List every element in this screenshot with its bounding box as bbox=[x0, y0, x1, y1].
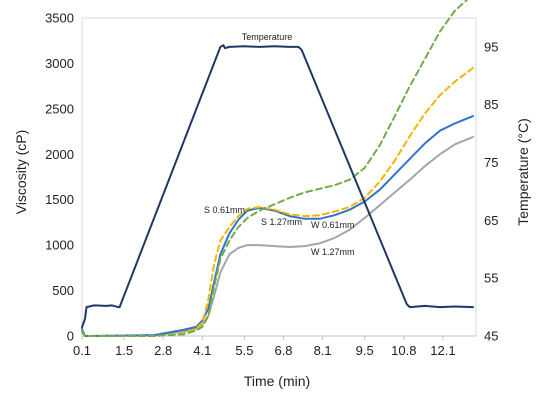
x-tick-label: 9.5 bbox=[356, 343, 374, 358]
series-label-s-1-27mm: S 1.27mm bbox=[261, 217, 302, 227]
x-axis-title: Time (min) bbox=[244, 373, 310, 389]
y-tick-label: 500 bbox=[52, 283, 74, 298]
y2-tick-label: 85 bbox=[484, 97, 498, 112]
y-tick-label: 3000 bbox=[45, 56, 74, 71]
y2-tick-label: 45 bbox=[484, 329, 498, 344]
y-tick-label: 1500 bbox=[45, 192, 74, 207]
x-tick-label: 10.8 bbox=[391, 343, 416, 358]
series-label-w-1-27mm: W 1.27mm bbox=[311, 247, 355, 257]
y-tick-label: 2500 bbox=[45, 101, 74, 116]
x-tick-label: 4.1 bbox=[193, 343, 211, 358]
series-line-temperature bbox=[81, 44, 474, 329]
y-tick-label: 2000 bbox=[45, 147, 74, 162]
y-tick-label: 1000 bbox=[45, 238, 74, 253]
series-label-w-0-61mm: W 0.61mm bbox=[311, 220, 355, 230]
y2-tick-label: 75 bbox=[484, 155, 498, 170]
series-label-s-0-61mm: S 0.61mm bbox=[204, 205, 245, 215]
x-tick-label: 0.1 bbox=[73, 343, 91, 358]
series-label-temperature: Temperature bbox=[242, 32, 293, 42]
y2-tick-label: 95 bbox=[484, 39, 498, 54]
y2-tick-label: 55 bbox=[484, 271, 498, 286]
y-axis-title: Viscosity (cP) bbox=[13, 130, 29, 215]
y-tick-label: 0 bbox=[67, 329, 74, 344]
x-tick-label: 1.5 bbox=[115, 343, 133, 358]
y2-tick-label: 65 bbox=[484, 213, 498, 228]
annotation-layer: Temperature S 0.61mm S 1.27mm W 0.61mm W 1.2… bbox=[204, 32, 355, 257]
x-tick-label: 2.8 bbox=[154, 343, 172, 358]
series-line-s-0-61mm bbox=[81, 67, 474, 337]
x-tick-label: 6.8 bbox=[274, 343, 292, 358]
x-tick-label: 5.5 bbox=[235, 343, 253, 358]
y-tick-label: 3500 bbox=[45, 11, 74, 26]
series-line-s-1-27mm bbox=[81, 0, 469, 337]
series-layer bbox=[81, 0, 474, 337]
x-tick-label: 8.1 bbox=[314, 343, 332, 358]
ticks-layer: 0.1 1.5 2.8 4.1 5.5 6.8 8.1 9.5 10.8 12.1 0 500 1000… bbox=[45, 11, 498, 359]
y2-axis-title: Temperature (°C) bbox=[515, 118, 531, 226]
x-tick-label: 12.1 bbox=[430, 343, 455, 358]
